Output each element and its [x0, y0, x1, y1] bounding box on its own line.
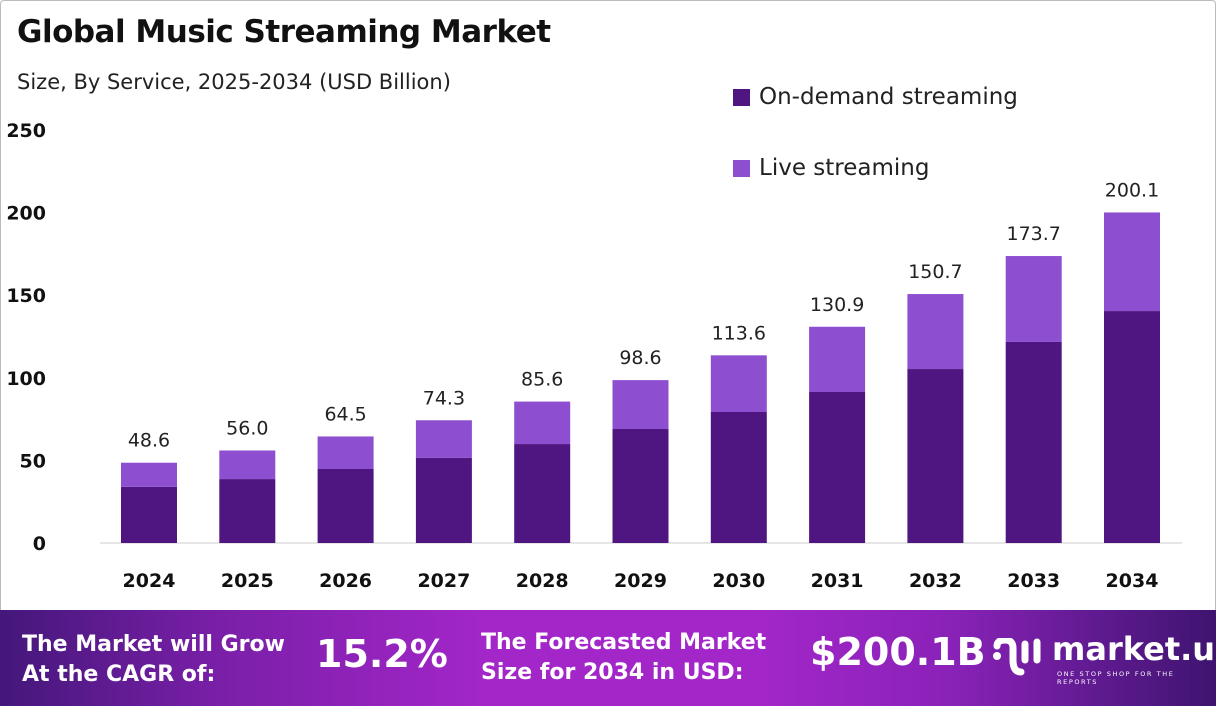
y-tick-label: 150 [6, 285, 46, 307]
data-label-2030: 113.6 [712, 322, 766, 344]
chart-title: Global Music Streaming Market [17, 14, 551, 50]
bar-live-2031 [809, 326, 866, 393]
data-label-2031: 130.9 [810, 294, 864, 316]
data-label-2033: 173.7 [1006, 223, 1060, 245]
data-label-2027: 74.3 [423, 387, 465, 409]
x-tick-label: 2032 [909, 570, 962, 592]
bar-live-2027 [415, 420, 472, 458]
bar-on-demand-2032 [907, 369, 964, 543]
cagr-label-line2: At the CAGR of: [22, 662, 216, 687]
data-label-2032: 150.7 [908, 261, 962, 283]
bar-live-2029 [612, 380, 669, 430]
bar-live-2033 [1005, 256, 1062, 342]
bar-live-2034 [1104, 212, 1160, 312]
y-tick-label: 0 [33, 533, 46, 555]
forecast-value: $200.1B [810, 630, 986, 674]
legend-label: Live streaming [759, 155, 930, 181]
bar-on-demand-2027 [415, 457, 472, 543]
legend-swatch-live [733, 159, 750, 177]
legend-label: On-demand streaming [759, 84, 1018, 110]
x-tick-label: 2024 [123, 570, 176, 592]
x-tick-label: 2027 [417, 570, 470, 592]
market-us-logo-icon [993, 638, 1041, 676]
data-label-2028: 85.6 [521, 369, 563, 391]
bar-on-demand-2026 [317, 468, 374, 543]
bar-live-2026 [317, 436, 374, 469]
bar-live-2032 [907, 294, 964, 370]
y-tick-label: 50 [20, 450, 46, 472]
y-tick-label: 200 [6, 203, 46, 225]
bar-live-2025 [219, 450, 276, 480]
forecast-label-line2: Size for 2034 in USD: [481, 660, 744, 685]
logo-tagline: ONE STOP SHOP FOR THE REPORTS [1057, 670, 1175, 686]
y-tick-label: 100 [6, 368, 46, 390]
data-label-2034: 200.1 [1105, 179, 1159, 201]
x-tick-label: 2025 [221, 570, 274, 592]
bar-on-demand-2031 [809, 392, 866, 543]
x-tick-label: 2033 [1007, 570, 1060, 592]
x-tick-label: 2030 [712, 570, 765, 592]
legend-swatch-on-demand [733, 88, 750, 106]
bar-on-demand-2033 [1005, 341, 1062, 543]
x-tick-label: 2026 [319, 570, 372, 592]
legend-item-live: Live streaming [733, 155, 929, 181]
bar-on-demand-2025 [219, 479, 276, 543]
bar-live-2024 [121, 462, 177, 487]
chart-subtitle: Size, By Service, 2025-2034 (USD Billion… [17, 70, 451, 94]
x-tick-label: 2031 [811, 570, 864, 592]
bar-on-demand-2030 [710, 411, 767, 543]
legend-item-on-demand: On-demand streaming [733, 84, 1018, 110]
data-label-2029: 98.6 [619, 347, 661, 369]
data-label-2025: 56.0 [226, 417, 268, 439]
data-label-2024: 48.6 [128, 430, 170, 452]
cagr-label-line1: The Market will Grow [22, 632, 285, 657]
bar-on-demand-2024 [121, 486, 177, 543]
cagr-value: 15.2% [316, 632, 448, 676]
data-label-2026: 64.5 [324, 403, 366, 425]
x-tick-label: 2034 [1106, 570, 1159, 592]
x-tick-label: 2028 [516, 570, 569, 592]
bar-on-demand-2028 [514, 444, 571, 543]
bar-live-2030 [710, 355, 767, 412]
x-tick-label: 2029 [614, 570, 667, 592]
logo-name: market.us [1052, 630, 1216, 668]
bar-live-2028 [514, 401, 571, 445]
bar-chart: 0 50 100 150 200 250 48.6 2024 56.0 2025 64.5 2026 7… [6, 120, 1182, 592]
bar-on-demand-2034 [1104, 311, 1160, 543]
forecast-label-line1: The Forecasted Market [481, 630, 767, 655]
summary-banner: The Market will Grow At the CAGR of: 15.… [0, 610, 1216, 706]
y-tick-label: 250 [6, 120, 46, 142]
bar-on-demand-2029 [612, 429, 669, 543]
